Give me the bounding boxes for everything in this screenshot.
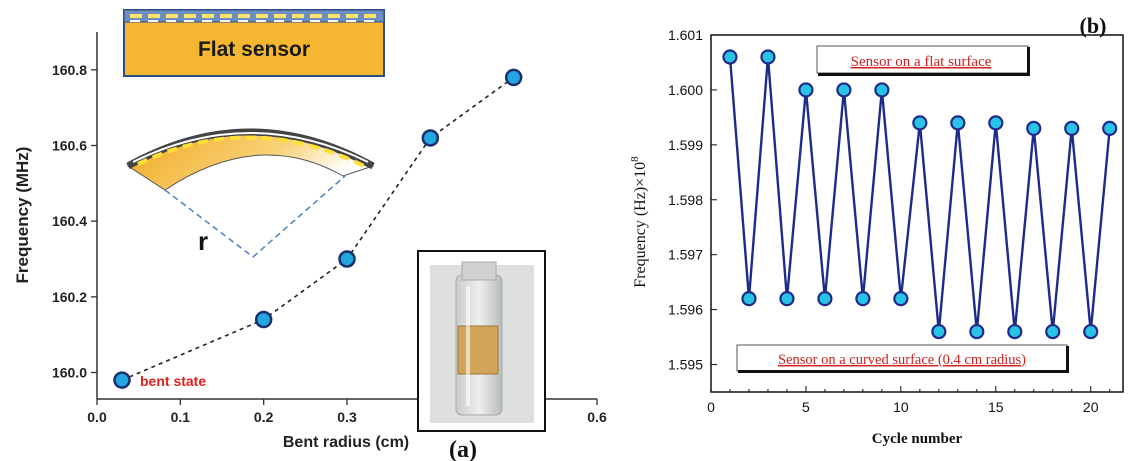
x-axis-label-a: Bent radius (cm) — [283, 434, 409, 451]
panel-label-b: (b) — [1080, 13, 1107, 38]
y-tick-label-a: 160.8 — [52, 62, 87, 78]
data-point-b — [1064, 120, 1080, 136]
curved-surface-label: Sensor on a curved surface (0.4 cm radiu… — [778, 352, 1026, 368]
flat-sensor-illustration: Flat sensor — [123, 9, 385, 77]
data-point-b — [1102, 120, 1118, 136]
y-tick-label-b: 1.599 — [668, 137, 703, 153]
x-tick-label-b: 5 — [802, 399, 810, 415]
x-axis-label-b: Cycle number — [872, 431, 963, 447]
data-point-b — [931, 323, 947, 340]
y-tick-label-b: 1.601 — [668, 27, 703, 43]
y-tick-label-a: 160.2 — [52, 289, 87, 305]
data-point-b — [817, 291, 833, 307]
data-point-a — [421, 129, 440, 147]
y-tick-label-a: 160.0 — [52, 365, 87, 381]
y-tick-label-b: 1.596 — [668, 302, 703, 318]
data-point-b — [1045, 323, 1061, 340]
x-tick-label-a: 0.6 — [587, 409, 607, 425]
x-tick-label-b: 10 — [893, 399, 909, 415]
data-point-a — [113, 371, 131, 389]
panel-b: 0 5 10 15 20 1.595 1.596 1.597 1.598 1.599 1.600 1… — [629, 13, 1124, 447]
x-tick-label-a: 0.1 — [171, 409, 191, 425]
y-tick-label-a: 160.6 — [52, 138, 87, 154]
y-tick-label-b: 1.600 — [668, 82, 703, 98]
y-axis-label-b-exponent: 8 — [629, 156, 641, 162]
y-tick-label-b: 1.598 — [668, 192, 703, 208]
data-point-b — [760, 49, 776, 65]
x-tick-label-a: 0.2 — [254, 409, 274, 425]
data-point-a — [254, 310, 273, 329]
y-tick-label-a: 160.4 — [52, 213, 87, 229]
radius-symbol: r — [198, 226, 208, 256]
flat-surface-annotation: Sensor on a flat surface — [816, 45, 1030, 76]
data-point-b — [969, 323, 985, 340]
data-point-b — [1083, 323, 1099, 340]
panel-a: 0.00.10.20.30.40.50.6 160.0160.2160.4160… — [13, 9, 607, 461]
data-point-b — [836, 82, 852, 98]
y-axis-label-b: Frequency (Hz)×108 — [629, 156, 649, 288]
inset-photo — [417, 250, 546, 432]
y-axis-label-b-text: Frequency (Hz)×10 — [632, 162, 649, 288]
data-point-b — [855, 291, 871, 307]
data-point-b — [988, 115, 1004, 131]
y-tick-label-b: 1.595 — [668, 357, 703, 373]
bent-state-label: bent state — [140, 373, 206, 389]
x-tick-label-b: 20 — [1083, 399, 1099, 415]
y-tick-label-b: 1.597 — [668, 247, 703, 263]
data-point-b — [1026, 120, 1042, 136]
curved-surface-annotation: Sensor on a curved surface (0.4 cm radiu… — [736, 344, 1069, 373]
data-point-a — [338, 250, 356, 268]
data-point-b — [741, 291, 757, 307]
data-point-b — [798, 82, 814, 98]
data-point-b — [1007, 323, 1023, 340]
data-point-b — [874, 82, 890, 98]
svg-text:Frequency (Hz)×108: Frequency (Hz)×108 — [629, 156, 649, 288]
data-point-b — [893, 291, 909, 307]
data-point-b — [722, 49, 738, 65]
x-tick-label-b: 15 — [988, 399, 1004, 415]
x-tick-label-a: 0.0 — [87, 409, 107, 425]
panel-label-a: (a) — [449, 437, 477, 461]
plot-frame-b — [710, 34, 1124, 393]
data-point-b — [912, 115, 928, 131]
x-tick-label-a: 0.3 — [337, 409, 357, 425]
series-line-b — [728, 56, 1111, 332]
data-point-a — [504, 68, 523, 87]
data-point-b — [950, 115, 966, 131]
x-tick-label-b: 0 — [707, 399, 715, 415]
flat-surface-label: Sensor on a flat surface — [851, 54, 992, 70]
data-point-b — [779, 291, 795, 307]
y-axis-label-a: Frequency (MHz) — [13, 147, 32, 284]
flat-sensor-label: Flat sensor — [198, 38, 310, 61]
bent-sensor-illustration: r — [126, 128, 375, 258]
